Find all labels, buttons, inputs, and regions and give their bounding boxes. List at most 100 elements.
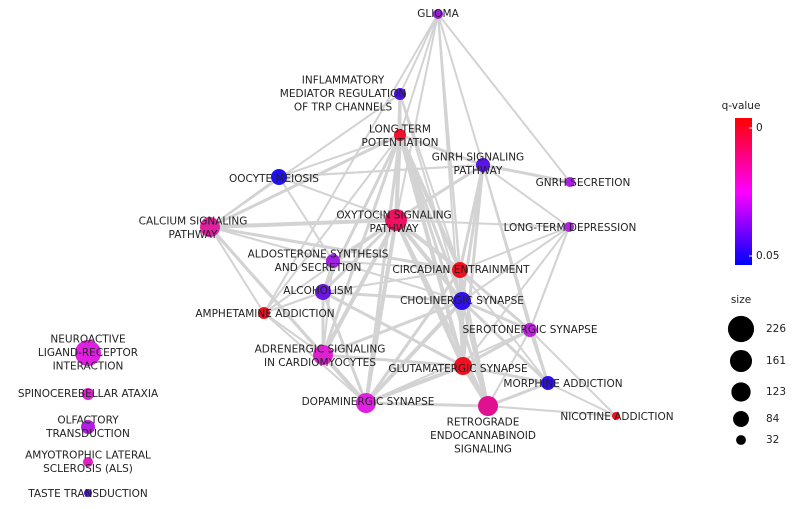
node: [433, 9, 443, 19]
node-label: PATHWAY: [454, 165, 504, 177]
edge: [322, 353, 464, 368]
node: [540, 375, 556, 391]
edge: [482, 164, 570, 228]
edge: [461, 299, 531, 332]
edge: [547, 382, 617, 417]
node: [75, 340, 101, 366]
node-label: POTENTIATION: [361, 137, 438, 149]
edge: [209, 218, 397, 229]
node-label: AMYOTROPHIC LATERAL: [25, 449, 151, 461]
node: [453, 292, 471, 310]
node-label: PATHWAY: [370, 223, 420, 235]
edge: [365, 364, 464, 405]
edge: [399, 13, 439, 136]
edge: [399, 93, 461, 271]
nodes: [75, 9, 620, 497]
size-key: [727, 315, 755, 343]
edge: [332, 260, 461, 271]
edge: [437, 13, 484, 166]
edge: [462, 364, 549, 385]
edge: [364, 219, 398, 404]
size-key: [729, 349, 753, 373]
node-label: GLIOMA: [417, 8, 459, 20]
edge: [263, 13, 439, 314]
node-label: OF TRP CHANNELS: [294, 102, 393, 114]
node-label: GNRH SIGNALING: [432, 151, 524, 163]
node: [257, 306, 271, 320]
edge: [529, 226, 570, 331]
edge: [462, 226, 570, 367]
node-label: SPINOCEREBELLAR ATAXIA: [18, 388, 159, 400]
node-label: TASTE TRANSDUCTION: [27, 488, 148, 500]
color-bar: [735, 118, 752, 265]
edge: [459, 268, 531, 332]
node: [478, 396, 498, 416]
node-label: ENDOCANNABINOID: [430, 430, 536, 442]
node-label: TRANSDUCTION: [45, 428, 130, 440]
edge: [394, 218, 464, 303]
node: [314, 283, 332, 301]
edge: [398, 134, 465, 367]
edge: [395, 13, 439, 221]
node: [454, 357, 472, 375]
node-label: SIGNALING: [454, 444, 512, 456]
node: [84, 489, 92, 497]
node-label: PATHWAY: [169, 229, 219, 241]
edge: [528, 329, 550, 384]
edge: [278, 176, 397, 221]
legend-title: q-value: [722, 100, 761, 112]
edge: [395, 219, 570, 228]
edge: [322, 299, 463, 357]
edge: [209, 133, 401, 229]
node-label: OLFACTORY: [57, 414, 119, 426]
node-label: SEROTONERGIC SYNAPSE: [463, 324, 598, 336]
edge: [399, 133, 484, 167]
edge: [395, 163, 484, 222]
edge: [529, 329, 617, 417]
size-key-label: 84: [766, 413, 780, 425]
node-label: AND SECRETION: [275, 262, 362, 274]
node-label: NICOTINE ADDICTION: [560, 411, 673, 423]
node-label: CALCIUM SIGNALING: [139, 215, 248, 227]
node: [565, 177, 575, 187]
edge: [263, 312, 324, 356]
size-key-label: 123: [766, 386, 786, 398]
size-key: [731, 382, 751, 402]
legend: q-value 0 0.05 size 226 161 123 84 32: [722, 100, 787, 446]
node: [200, 217, 220, 237]
node-label: ADRENERGIC SIGNALING: [255, 343, 386, 355]
edge: [322, 290, 463, 303]
edge: [278, 134, 401, 178]
size-key-label: 226: [766, 323, 786, 335]
node: [612, 412, 620, 420]
node-label: ALCOHOLISM: [283, 285, 352, 297]
node-label: OXYTOCIN SIGNALING: [336, 209, 451, 221]
edge: [487, 381, 549, 408]
edge: [209, 226, 265, 314]
node-label: OOCYTE MEIOSIS: [229, 173, 319, 185]
node-label: RETROGRADE: [447, 417, 520, 429]
edge: [322, 269, 461, 293]
edge: [487, 329, 531, 407]
node-label: GLUTAMATERGIC SYNAPSE: [388, 363, 527, 375]
node: [393, 128, 407, 142]
size-key: [736, 435, 746, 445]
node-label: IN CARDIOMYOCYTES: [264, 357, 376, 369]
legend-title: size: [731, 294, 751, 306]
node-label: CIRCADIAN ENTRAINMENT: [392, 264, 530, 276]
edge: [394, 219, 490, 407]
edge: [278, 164, 484, 178]
node-label: INFLAMMATORY: [302, 75, 385, 87]
edge: [459, 226, 570, 271]
node: [475, 157, 491, 173]
edge: [209, 176, 280, 228]
node: [83, 457, 93, 467]
edge: [482, 163, 571, 184]
color-tick-label: 0.05: [756, 250, 779, 262]
node-label: GNRH SECRETION: [536, 177, 631, 189]
node-label: CHOLINERGIC SYNAPSE: [400, 295, 524, 307]
edge: [459, 269, 549, 384]
node: [384, 208, 408, 232]
edge: [321, 219, 398, 356]
